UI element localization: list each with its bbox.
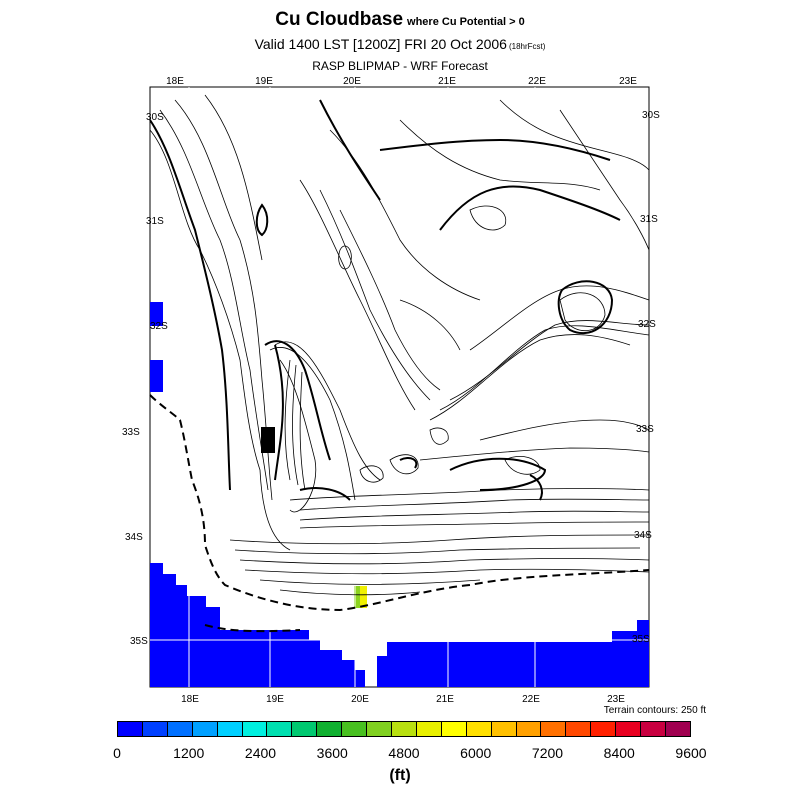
colorbar-tick-label: 7200	[531, 745, 564, 761]
model-label: RASP BLIPMAP - WRF Forecast	[312, 59, 488, 73]
lat-label: 34S	[634, 530, 652, 541]
colorbar-swatch	[616, 722, 642, 736]
lat-label: 33S	[636, 424, 654, 435]
colorbar-tick-label: 8400	[603, 745, 635, 761]
lon-label: 18E	[181, 694, 199, 705]
forecast-note: (18hrFcst)	[508, 42, 546, 51]
lon-label: 23E	[607, 694, 625, 705]
colorbar-swatch	[541, 722, 567, 736]
colorbar-swatch	[665, 722, 690, 736]
colorbar-swatch	[441, 722, 467, 736]
lon-label: 21E	[436, 694, 454, 705]
colorbar-swatch	[317, 722, 343, 736]
colorbar-tick-label: 3600	[316, 745, 348, 761]
colorbar-swatch	[217, 722, 243, 736]
lat-label: 33S	[122, 427, 140, 438]
colorbar-swatch	[391, 722, 417, 736]
lon-label: 20E	[351, 694, 369, 705]
lat-labels-right: 30S 31S 32S 33S 34S 35S	[632, 110, 660, 645]
lon-label: 19E	[255, 76, 273, 87]
green-cell	[354, 586, 360, 608]
colorbar-swatch	[192, 722, 218, 736]
colorbar-tick-label: 9600	[675, 745, 707, 761]
coastline-south	[204, 624, 301, 633]
colorbar-swatch	[566, 722, 592, 736]
lon-label: 21E	[438, 76, 456, 87]
lat-label: 30S	[146, 112, 164, 123]
colorbar-tick-label: 2400	[244, 745, 277, 761]
lat-label: 32S	[638, 319, 656, 330]
colorbar-swatch	[641, 722, 666, 736]
lon-label: 22E	[528, 76, 546, 87]
colorbar-swatch	[167, 722, 193, 736]
terrain-contours	[149, 94, 650, 596]
colorbar-swatch	[292, 722, 318, 736]
lat-label: 31S	[640, 214, 658, 225]
lat-label: 31S	[146, 216, 164, 227]
lat-label: 34S	[125, 532, 143, 543]
lon-label: 19E	[266, 694, 284, 705]
colorbar-swatch	[142, 722, 168, 736]
lon-label: 23E	[619, 76, 637, 87]
lon-label: 22E	[522, 694, 540, 705]
thick-contours	[149, 99, 621, 501]
lon-label: 20E	[343, 76, 361, 87]
valid-text: Valid 1400 LST [1200Z] FRI 20 Oct 2006	[254, 36, 507, 52]
colorbar-swatch	[591, 722, 617, 736]
low-cloudbase-fill	[150, 302, 649, 687]
colorbar-tick-label: 6000	[460, 745, 492, 761]
lon-labels-bottom: 18E 19E 20E 21E 22E 23E	[181, 694, 625, 705]
colorbar-swatch	[416, 722, 442, 736]
lat-label: 35S	[632, 634, 650, 645]
colorbar-tick-label: 4800	[388, 745, 420, 761]
lat-label: 35S	[130, 636, 148, 647]
colorbar-tick-label: 0	[113, 745, 121, 761]
colorbar-tick-label: 1200	[173, 745, 205, 761]
lon-labels-top: 18E 19E 20E 21E 22E 23E	[166, 76, 637, 87]
valid-line: Valid 1400 LST [1200Z] FRI 20 Oct 2006 (1…	[0, 34, 800, 57]
title-note: where Cu Potential > 0	[407, 16, 525, 28]
colorbar-swatch	[242, 722, 268, 736]
colorbar-swatch	[367, 722, 392, 736]
terrain-note: Terrain contours: 250 ft	[603, 705, 706, 716]
colorbar-swatch	[267, 722, 293, 736]
lat-label: 32S	[150, 321, 168, 332]
colorbar-swatch	[466, 722, 492, 736]
title-text: Cu Cloudbase	[275, 9, 404, 30]
colorbar-swatch	[118, 722, 143, 736]
colorbar-swatch	[516, 722, 542, 736]
lat-label: 30S	[642, 110, 660, 121]
colorbar-swatch	[491, 722, 517, 736]
title-block: Cu Cloudbase where Cu Potential > 0 Valid…	[0, 8, 800, 75]
lat-labels-left: 30S 31S 32S 33S 34S 35S	[122, 112, 168, 647]
yellow-cell	[360, 586, 367, 608]
units-label: (ft)	[389, 767, 411, 784]
lon-label: 18E	[166, 76, 184, 87]
colorbar-swatch	[342, 722, 368, 736]
grid-lines	[150, 87, 649, 687]
map-title: Cu Cloudbase where Cu Potential > 0	[0, 8, 800, 34]
coastline	[149, 394, 650, 612]
colorbar	[117, 721, 691, 737]
